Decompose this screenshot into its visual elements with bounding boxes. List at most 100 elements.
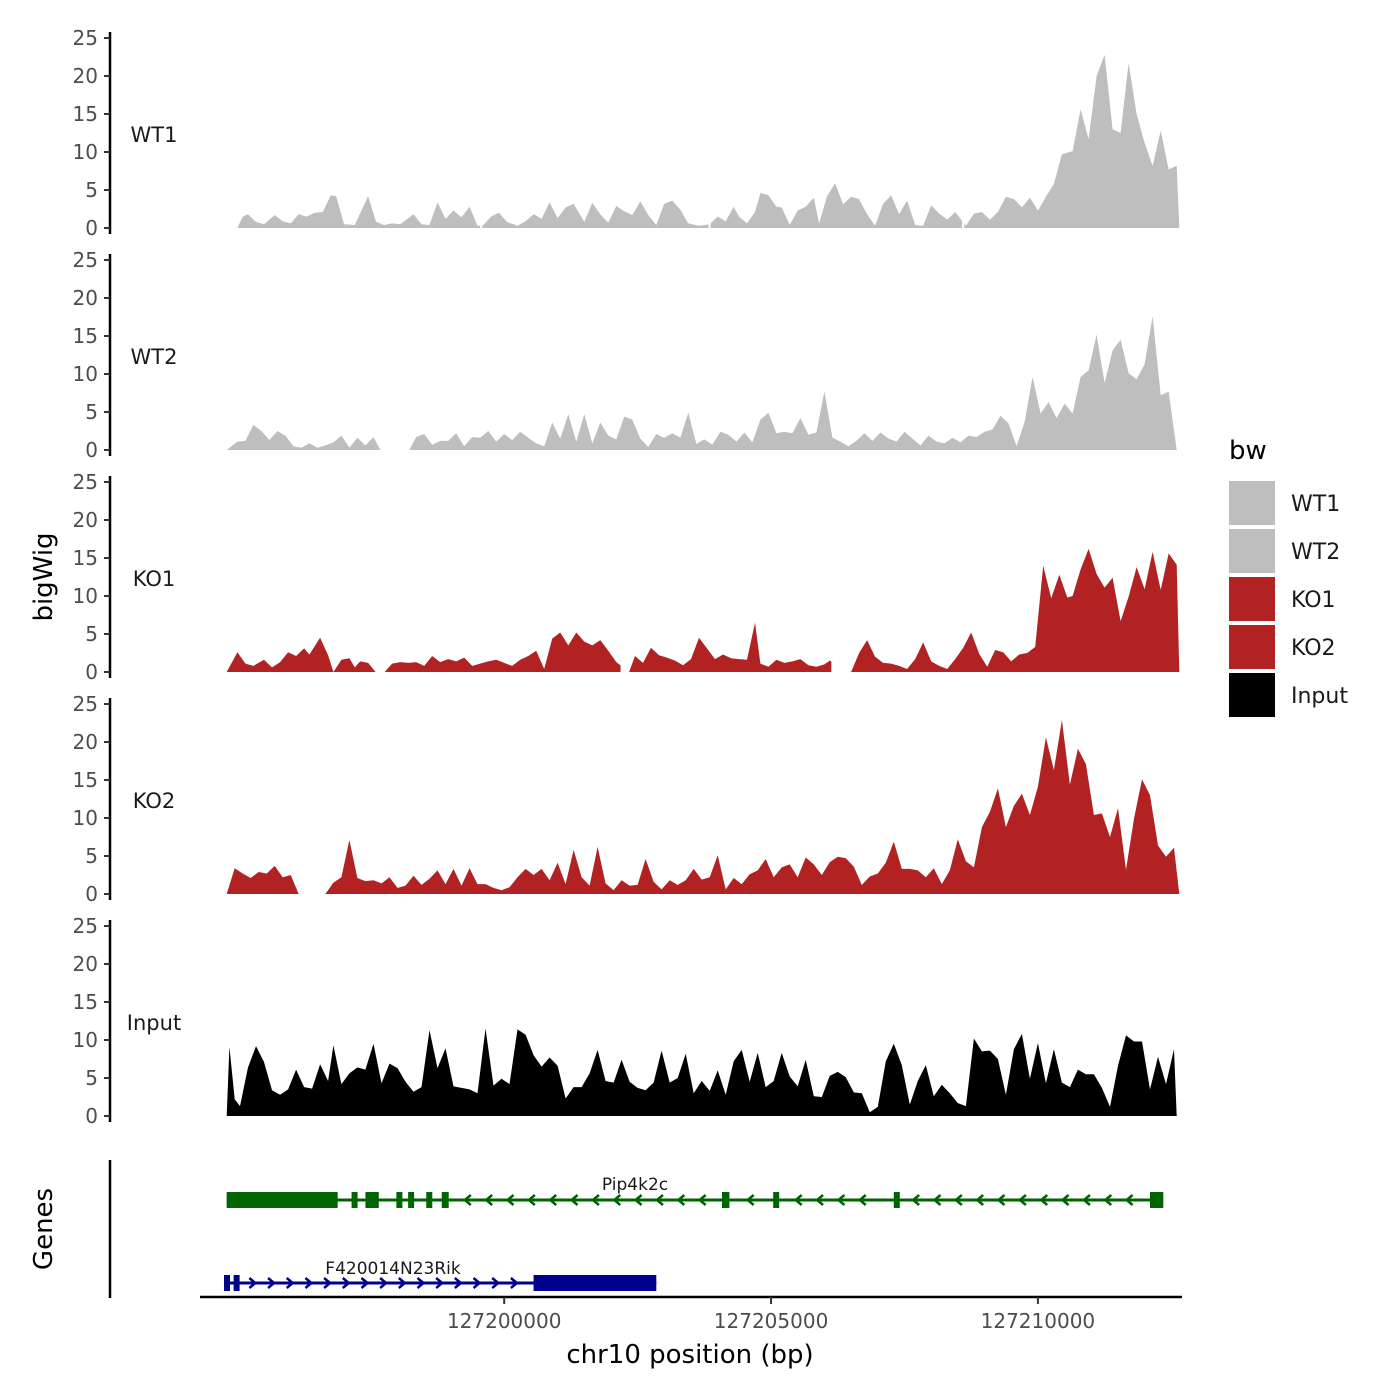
gene-label: F420014N23Rik: [325, 1259, 461, 1279]
exon: [721, 1192, 730, 1208]
y-tick-label: 5: [85, 1066, 98, 1090]
strand-arrow: [491, 1277, 501, 1289]
x-axis-title: chr10 position (bp): [566, 1340, 813, 1370]
strand-arrow: [857, 1194, 867, 1206]
exon: [233, 1275, 240, 1291]
y-tick-label: 0: [85, 882, 98, 906]
exon: [441, 1192, 449, 1208]
panel-label-wt1: WT1: [131, 123, 178, 147]
y-tick-label: 15: [73, 324, 98, 348]
y-axis-title: bigWig: [29, 532, 59, 621]
y-tick-label: 20: [73, 286, 98, 310]
y-tick-label: 5: [85, 844, 98, 868]
strand-arrow: [484, 1194, 493, 1206]
y-tick-label: 25: [73, 26, 98, 50]
strand-arrow: [996, 1194, 1006, 1206]
legend-label-wt1: WT1: [1291, 492, 1340, 517]
y-tick-label: 25: [73, 692, 98, 716]
strand-arrow: [793, 1194, 803, 1206]
y-tick-label: 5: [85, 178, 98, 202]
track-ko1: 0 5 10 15 20 25 KO1: [73, 470, 1180, 684]
y-tick-label: 10: [73, 1028, 98, 1052]
strand-arrow: [953, 1194, 963, 1206]
track-wt1: 0 5 10 15 20 25 WT1: [73, 26, 1180, 240]
legend-label-ko1: KO1: [1291, 588, 1336, 613]
exon: [893, 1192, 900, 1208]
strand-arrow: [569, 1194, 579, 1206]
area-ko1: [226, 548, 1180, 672]
exon: [533, 1275, 657, 1291]
y-tick-label: 25: [73, 470, 98, 494]
legend-swatch-ko2: [1229, 625, 1275, 669]
legend-swatch-ko1: [1229, 577, 1275, 621]
strand-arrow: [612, 1194, 622, 1206]
strand-arrow: [510, 1277, 519, 1289]
strand-arrow: [1060, 1194, 1070, 1206]
strand-arrow: [248, 1277, 258, 1289]
y-tick-label: 20: [73, 64, 98, 88]
track-input: 0 5 10 15 20 25 Input: [73, 914, 1177, 1128]
strand-arrow: [505, 1194, 515, 1206]
strand-arrow: [285, 1277, 295, 1289]
legend-swatch-input: [1229, 673, 1275, 717]
strand-arrow: [267, 1277, 277, 1289]
track-panels: 0510152025WT10510152025WT20510152025KO10…: [73, 26, 1180, 1128]
area-wt1: [237, 54, 1180, 229]
panel-label-ko2: KO2: [133, 789, 176, 813]
y-tick-label: 15: [73, 768, 98, 792]
strand-arrow: [1017, 1194, 1027, 1206]
strand-arrow: [1081, 1194, 1091, 1206]
exon: [226, 1192, 338, 1208]
legend-swatch-wt2: [1229, 529, 1275, 573]
strand-arrow: [697, 1194, 707, 1206]
legend-label-wt2: WT2: [1291, 540, 1340, 565]
gene-pip4k2c: Pip4k2c: [226, 1175, 1164, 1208]
y-tick-label: 20: [73, 952, 98, 976]
legend-title: bw: [1229, 436, 1267, 466]
gene-label: Pip4k2c: [602, 1175, 668, 1195]
genes-panel: Pip4k2c F420014N23Rik: [108, 1160, 1164, 1298]
strand-arrow: [815, 1194, 824, 1206]
exon: [773, 1192, 780, 1208]
strand-arrow: [1039, 1194, 1049, 1206]
strand-arrow: [911, 1194, 920, 1206]
y-tick-label: 15: [73, 990, 98, 1014]
exon: [396, 1192, 403, 1208]
exon: [426, 1192, 433, 1208]
strand-arrow: [836, 1194, 846, 1206]
exon: [1149, 1192, 1164, 1208]
coverage-gap: [962, 36, 965, 230]
y-tick-label: 15: [73, 102, 98, 126]
panel-label-input: Input: [127, 1011, 181, 1035]
strand-arrow: [323, 1277, 333, 1289]
x-tick-label: 127205000: [714, 1309, 829, 1333]
coverage-gap: [480, 36, 483, 230]
exon: [365, 1192, 379, 1208]
y-tick-label: 5: [85, 622, 98, 646]
legend-swatch-wt1: [1229, 481, 1275, 525]
y-tick-label: 25: [73, 914, 98, 938]
y-tick-label: 15: [73, 546, 98, 570]
area-wt2: [226, 316, 1177, 450]
strand-arrow: [633, 1194, 643, 1206]
legend-label-input: Input: [1291, 684, 1348, 709]
y-tick-label: 0: [85, 216, 98, 240]
strand-arrow: [341, 1277, 351, 1289]
genes-axis-title: Genes: [29, 1188, 59, 1270]
strand-arrow: [416, 1277, 426, 1289]
strand-arrow: [932, 1194, 942, 1206]
strand-arrow: [548, 1194, 558, 1206]
y-tick-label: 10: [73, 140, 98, 164]
x-tick-label: 127200000: [447, 1309, 562, 1333]
track-ko2: 0 5 10 15 20 25 KO2: [73, 692, 1180, 906]
strand-arrow: [745, 1194, 755, 1206]
gene-f420014n23rik: F420014N23Rik: [224, 1259, 657, 1291]
coverage-gap: [301, 702, 323, 896]
y-tick-label: 0: [85, 660, 98, 684]
strand-arrow: [360, 1277, 370, 1289]
exon: [224, 1275, 231, 1291]
x-tick-label: 127210000: [981, 1309, 1096, 1333]
coverage-gap: [620, 480, 629, 674]
coverage-gap: [831, 480, 851, 674]
